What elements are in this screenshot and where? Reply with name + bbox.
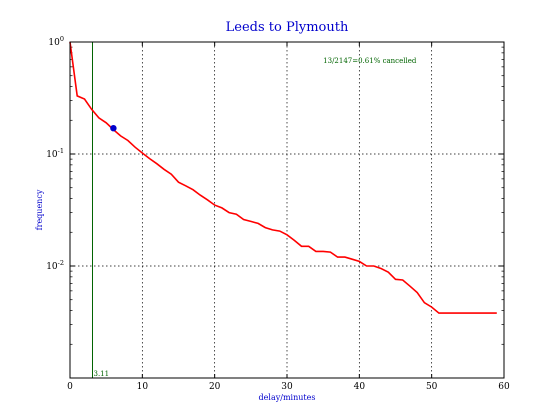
x-tick-label: 0: [67, 382, 73, 392]
series-line: [69, 41, 497, 314]
y-axis-label: frequency: [35, 189, 44, 230]
x-tick-label: 50: [426, 382, 438, 392]
chart-title: Leeds to Plymouth: [226, 20, 349, 35]
x-tick-label: 20: [209, 382, 221, 392]
y-tick-label: 10-2: [46, 259, 64, 272]
x-tick-label: 60: [498, 382, 510, 392]
reference-vline-label: 3.11: [93, 370, 109, 378]
x-tick-label: 30: [281, 382, 293, 392]
x-tick-label: 10: [137, 382, 149, 392]
x-axis-label: delay/minutes: [259, 393, 316, 402]
y-tick-label: 100: [48, 35, 64, 48]
highlight-point: [110, 124, 117, 132]
cancelled-annotation: 13/2147=0.61% cancelled: [323, 57, 417, 65]
plot-frame: [69, 41, 505, 379]
y-tick-label: 10-1: [46, 147, 64, 160]
x-tick-label: 40: [354, 382, 366, 392]
